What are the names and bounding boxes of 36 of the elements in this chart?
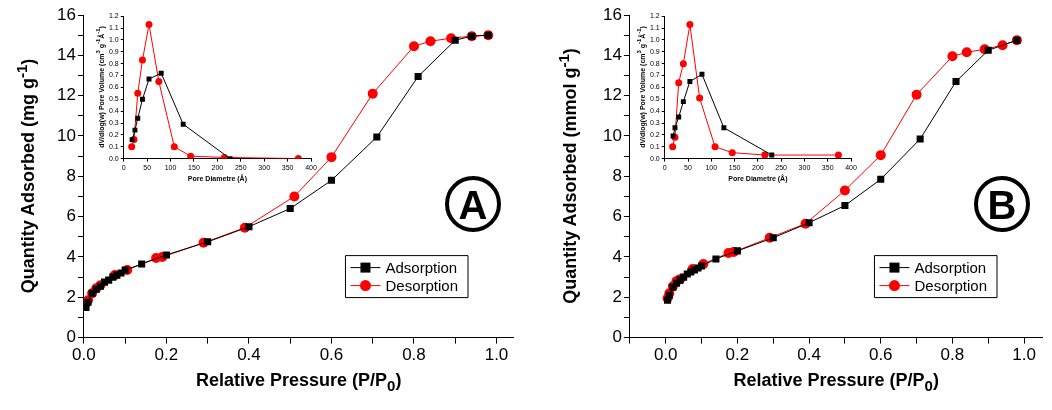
y-tick-label: 16 <box>56 4 76 24</box>
legend-label: Desorption <box>385 276 459 294</box>
y-tick-label: 2 <box>66 286 76 306</box>
x-tick-label: 0.2 <box>154 345 179 365</box>
x-tick-label: 0.6 <box>868 345 893 365</box>
y-tick-label: 10 <box>602 125 622 145</box>
y-tick-label: 0 <box>66 327 76 347</box>
y-tick-label: 6 <box>612 206 622 226</box>
x-tick-label: 0.6 <box>319 345 344 365</box>
legend-label: Adsorption <box>385 258 458 276</box>
legend-label: Adsorption <box>914 258 987 276</box>
y-tick-label: 6 <box>66 206 76 226</box>
x-tick-label: 0.8 <box>402 345 426 365</box>
annotation: B <box>987 182 1017 228</box>
y-tick-label: 10 <box>56 125 76 145</box>
y-tick-label: 12 <box>602 85 622 105</box>
x-axis-title: Relative Pressure (P/P$_{0}$) <box>195 369 402 394</box>
y-tick-label: 8 <box>66 165 76 185</box>
legend-label: Desorption <box>914 276 988 294</box>
y-tick-label: 2 <box>612 286 622 306</box>
y-tick-label: 8 <box>612 165 622 185</box>
y-tick-label: 14 <box>56 45 76 65</box>
x-tick-label: 1.0 <box>484 345 509 365</box>
y-tick-label: 0 <box>612 327 622 347</box>
x-tick-label: 1.0 <box>1012 345 1036 365</box>
x-tick-label: 0.4 <box>797 345 821 365</box>
y-tick-label: 12 <box>56 85 76 105</box>
x-tick-label: 0.8 <box>940 345 965 365</box>
y-tick-label: 4 <box>612 246 622 266</box>
annotation: A <box>458 182 488 228</box>
y-tick-label: 16 <box>602 4 622 24</box>
x-tick-label: 0.2 <box>725 345 750 365</box>
x-tick-label: 0.4 <box>237 345 261 365</box>
x-axis-title: Relative Pressure (P/P$_{0}$) <box>733 369 939 394</box>
y-tick-label: 4 <box>66 246 76 266</box>
y-tick-label: 14 <box>602 45 622 65</box>
